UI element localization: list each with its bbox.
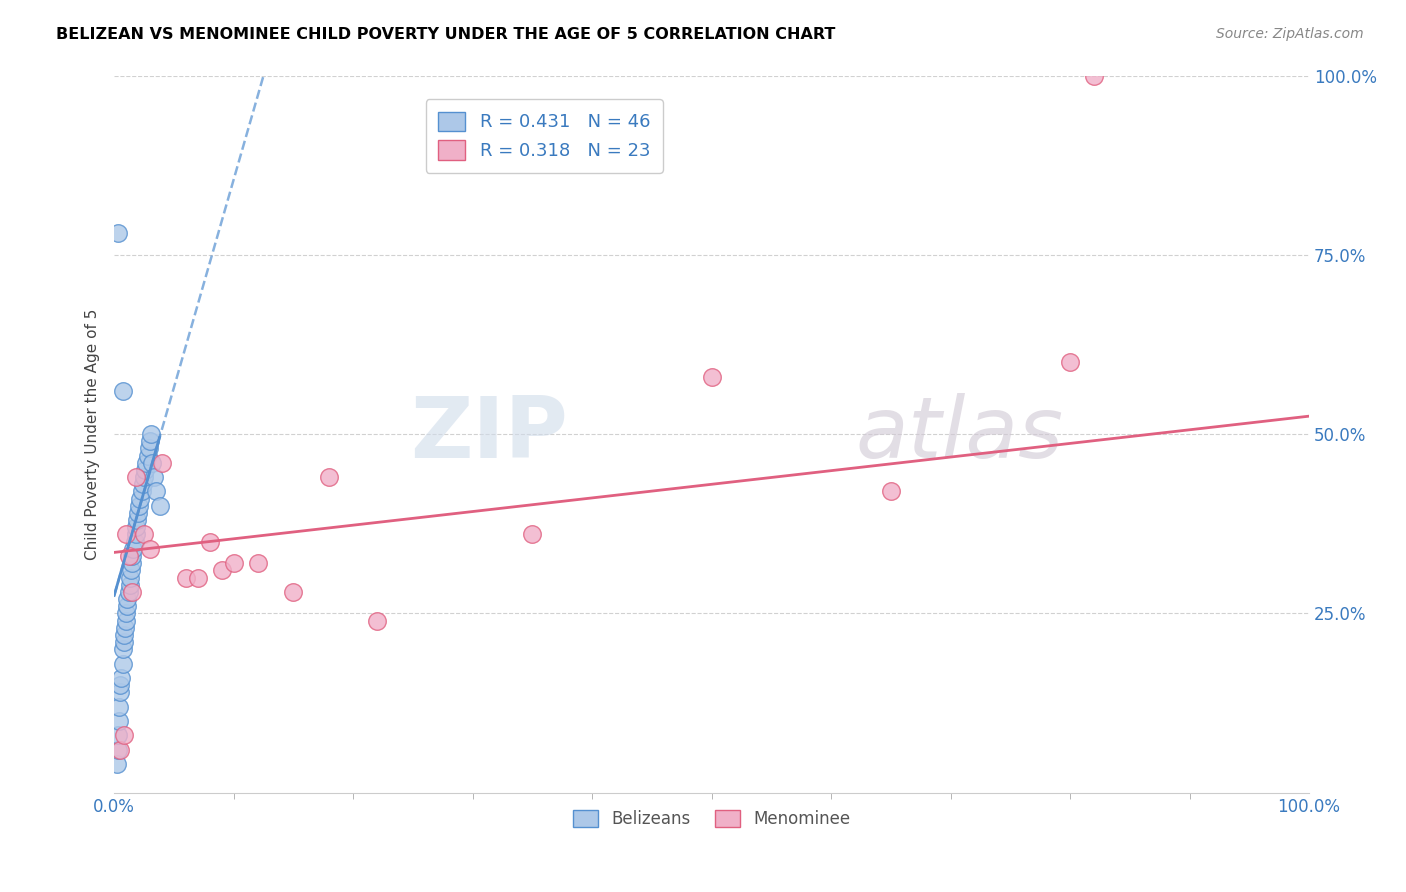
Point xyxy=(117,549,139,563)
Point xyxy=(108,699,131,714)
Point xyxy=(318,470,340,484)
Text: atlas: atlas xyxy=(855,392,1063,475)
Point xyxy=(114,621,136,635)
Point xyxy=(115,527,138,541)
Point xyxy=(211,563,233,577)
Point xyxy=(139,434,162,449)
Point xyxy=(880,484,903,499)
Point xyxy=(107,728,129,742)
Point xyxy=(125,470,148,484)
Point xyxy=(105,756,128,771)
Point xyxy=(108,714,131,728)
Point xyxy=(110,671,132,685)
Text: ZIP: ZIP xyxy=(411,392,568,475)
Point xyxy=(138,442,160,456)
Point xyxy=(125,513,148,527)
Point xyxy=(136,449,159,463)
Point xyxy=(1059,355,1081,369)
Point xyxy=(149,499,172,513)
Point xyxy=(121,556,143,570)
Point xyxy=(283,585,305,599)
Point xyxy=(122,541,145,556)
Point xyxy=(108,742,131,756)
Point xyxy=(135,456,157,470)
Point xyxy=(132,470,155,484)
Point xyxy=(117,592,139,607)
Point xyxy=(107,742,129,756)
Point xyxy=(108,678,131,692)
Point xyxy=(366,614,388,628)
Point xyxy=(117,585,139,599)
Point xyxy=(121,549,143,563)
Point xyxy=(112,628,135,642)
Point xyxy=(108,685,131,699)
Point xyxy=(118,570,141,584)
Point xyxy=(1083,69,1105,83)
Point xyxy=(121,585,143,599)
Point xyxy=(700,369,723,384)
Text: BELIZEAN VS MENOMINEE CHILD POVERTY UNDER THE AGE OF 5 CORRELATION CHART: BELIZEAN VS MENOMINEE CHILD POVERTY UNDE… xyxy=(56,27,835,42)
Point xyxy=(132,527,155,541)
Point xyxy=(111,657,134,671)
Point xyxy=(111,384,134,398)
Point xyxy=(125,520,148,534)
Y-axis label: Child Poverty Under the Age of 5: Child Poverty Under the Age of 5 xyxy=(86,309,100,560)
Point xyxy=(187,570,209,584)
Point xyxy=(124,534,146,549)
Point xyxy=(150,456,173,470)
Point xyxy=(131,484,153,499)
Point xyxy=(120,563,142,577)
Point xyxy=(128,499,150,513)
Point xyxy=(139,541,162,556)
Point xyxy=(141,456,163,470)
Point xyxy=(112,635,135,649)
Point xyxy=(117,599,139,614)
Point xyxy=(112,728,135,742)
Point xyxy=(522,527,544,541)
Point xyxy=(246,556,269,570)
Point xyxy=(132,477,155,491)
Point xyxy=(134,463,156,477)
Point xyxy=(174,570,197,584)
Point xyxy=(127,506,149,520)
Point xyxy=(118,577,141,591)
Point xyxy=(111,642,134,657)
Legend: Belizeans, Menominee: Belizeans, Menominee xyxy=(567,803,858,835)
Point xyxy=(222,556,245,570)
Point xyxy=(129,491,152,506)
Point xyxy=(115,614,138,628)
Point xyxy=(198,534,221,549)
Point xyxy=(125,527,148,541)
Point xyxy=(107,227,129,241)
Point xyxy=(142,470,165,484)
Point xyxy=(141,427,163,442)
Point xyxy=(145,484,167,499)
Point xyxy=(115,607,138,621)
Text: Source: ZipAtlas.com: Source: ZipAtlas.com xyxy=(1216,27,1364,41)
